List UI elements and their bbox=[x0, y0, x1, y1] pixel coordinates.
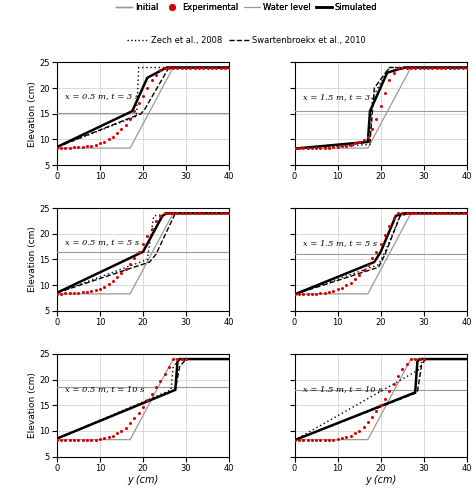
Legend: Initial, Experimental, Water level, Simulated: Initial, Experimental, Water level, Simu… bbox=[112, 0, 381, 15]
Text: x = 0.5 m, t = 10 s: x = 0.5 m, t = 10 s bbox=[65, 385, 145, 393]
Text: x = 1.5 m, t = 10 s: x = 1.5 m, t = 10 s bbox=[303, 385, 383, 393]
Legend: Zech et al., 2008, Swartenbroekx et al., 2010: Zech et al., 2008, Swartenbroekx et al.,… bbox=[124, 32, 369, 48]
X-axis label: y (cm): y (cm) bbox=[128, 476, 159, 486]
Text: x = 0.5 m, t = 3 s: x = 0.5 m, t = 3 s bbox=[65, 93, 140, 101]
Y-axis label: Elevation (cm): Elevation (cm) bbox=[27, 227, 36, 292]
Y-axis label: Elevation (cm): Elevation (cm) bbox=[27, 81, 36, 147]
X-axis label: y (cm): y (cm) bbox=[365, 476, 396, 486]
Text: x = 1.5 m, t = 5 s: x = 1.5 m, t = 5 s bbox=[303, 239, 377, 247]
Y-axis label: Elevation (cm): Elevation (cm) bbox=[27, 372, 36, 438]
Text: x = 1.5 m, t = 3 s: x = 1.5 m, t = 3 s bbox=[303, 93, 377, 101]
Text: x = 0.5 m, t = 5 s: x = 0.5 m, t = 5 s bbox=[65, 239, 140, 247]
